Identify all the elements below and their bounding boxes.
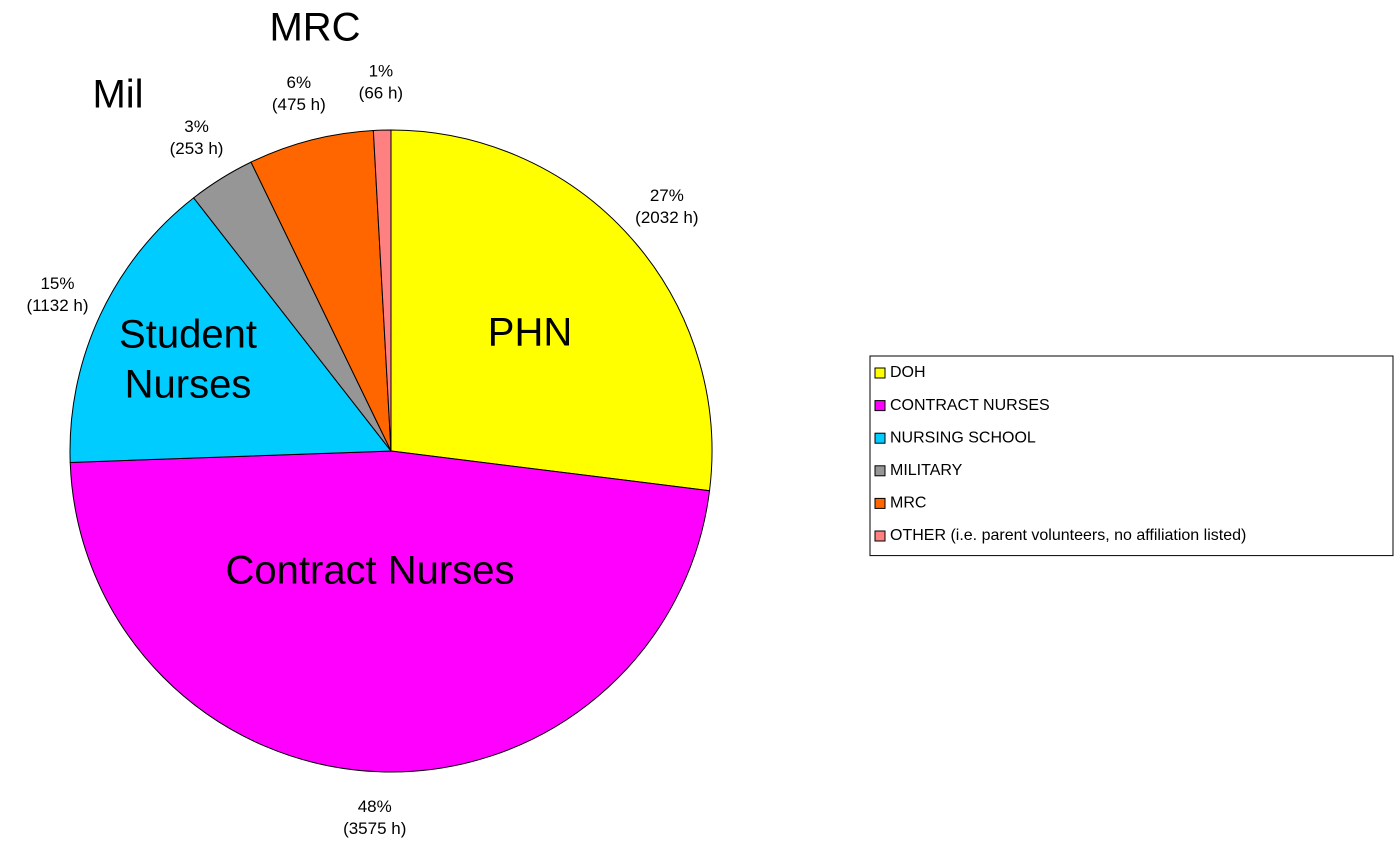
data-label: 3% (184, 117, 209, 136)
legend-swatch (874, 497, 886, 509)
pie-slice (69, 197, 392, 463)
pie-slice (372, 129, 392, 452)
slice-label: MRC (269, 6, 360, 50)
legend-label: DOH (890, 364, 926, 381)
data-label: 15% (40, 274, 74, 293)
data-label: 1% (369, 62, 394, 81)
data-label: 6% (287, 73, 312, 92)
data-label: 48% (358, 797, 392, 816)
data-label: 27% (650, 186, 684, 205)
pie-slice (390, 129, 713, 492)
legend-swatch (874, 367, 886, 379)
legend-label: CONTRACT NURSES (890, 397, 1050, 414)
legend-swatch (874, 465, 886, 477)
slice-label: PHN (488, 311, 572, 355)
data-label: (253 h) (170, 139, 224, 158)
legend-swatch (874, 432, 886, 444)
slice-label: Nurses (125, 363, 252, 407)
data-label: (2032 h) (635, 208, 698, 227)
legend-label: NURSING SCHOOL (890, 429, 1036, 446)
slice-label: Contract Nurses (226, 549, 515, 593)
slice-label: Mil (92, 73, 143, 117)
data-label: (475 h) (272, 95, 326, 114)
legend-label: MRC (890, 495, 926, 512)
pie-slice (250, 129, 392, 452)
data-label: (66 h) (359, 84, 403, 103)
slice-label: Student (119, 313, 257, 357)
legend-box (869, 355, 1394, 557)
legend-swatch (874, 530, 886, 542)
legend-swatch (874, 400, 886, 412)
pie-slice (69, 450, 711, 773)
legend-label: MILITARY (890, 462, 963, 479)
legend-label: OTHER (i.e. parent volunteers, no affili… (890, 527, 1246, 544)
data-label: (1132 h) (26, 296, 88, 315)
data-label: (3575 h) (343, 819, 406, 838)
